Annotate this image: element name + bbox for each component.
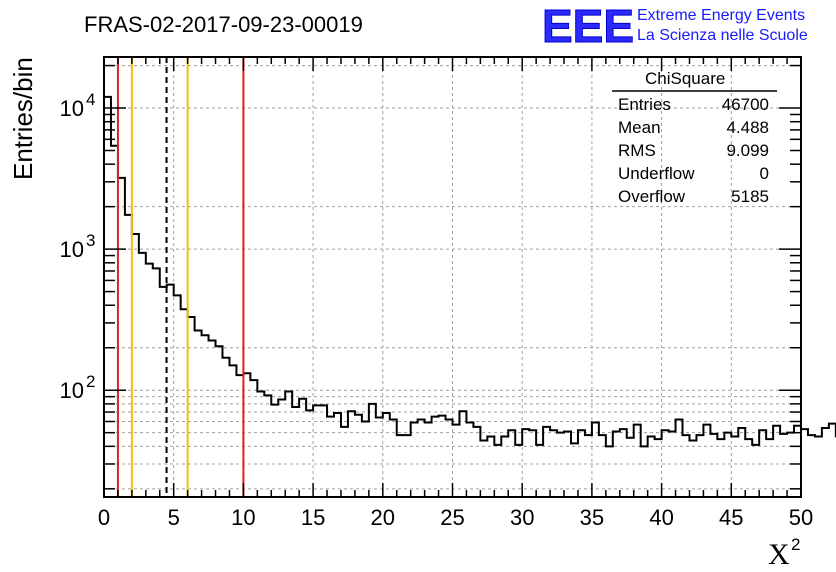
stats-box: ChiSquare Entries 46700 Mean 4.488 RMS 9.099 U…	[612, 69, 777, 206]
y-tick-label: 10	[60, 237, 84, 262]
brand-line-2: La Scienza nelle Scuole	[637, 27, 808, 44]
x-tick-label: 15	[301, 505, 325, 530]
stats-label: RMS	[618, 141, 656, 160]
stats-value: 9.099	[726, 141, 769, 160]
cut-lines	[116, 57, 245, 497]
stats-label: Overflow	[618, 187, 686, 206]
x-tick-label: 35	[580, 505, 604, 530]
x-tick-label: 40	[649, 505, 673, 530]
histogram-series	[104, 95, 836, 448]
brand-line-1: Extreme Energy Events	[637, 7, 805, 24]
stats-rows: Entries 46700 Mean 4.488 RMS 9.099 Underflow 0 O…	[618, 95, 769, 206]
y-tick-label-exponent: 4	[86, 90, 95, 109]
y-axis-title: Entries/bin	[8, 57, 38, 180]
x-tick-label: 20	[371, 505, 395, 530]
x-axis-title-superscript: 2	[791, 535, 800, 554]
grid-lines	[104, 57, 801, 497]
stats-value: 0	[760, 164, 769, 183]
x-tick-labels: 0 5 10 15 20 25 30 35 40 45 50	[98, 505, 813, 530]
x-tick-label: 0	[98, 505, 110, 530]
y-tick-label: 10	[60, 96, 84, 121]
x-tick-label: 10	[231, 505, 255, 530]
stats-value: 46700	[722, 95, 769, 114]
x-tick-label: 30	[510, 505, 534, 530]
y-tick-label-exponent: 3	[86, 231, 95, 250]
x-tick-label: 5	[168, 505, 180, 530]
y-tick-label-exponent: 2	[86, 372, 95, 391]
x-axis-title-base: X	[768, 538, 790, 571]
stats-label: Underflow	[618, 164, 695, 183]
stats-value: 4.488	[726, 118, 769, 137]
eee-logo: EEE	[542, 0, 634, 52]
x-tick-label: 25	[440, 505, 464, 530]
axis-ticks	[103, 57, 802, 497]
stats-value: 5185	[731, 187, 769, 206]
chart-title: FRAS-02-2017-09-23-00019	[84, 12, 363, 37]
stats-box-title: ChiSquare	[645, 69, 725, 88]
stats-label: Entries	[618, 95, 671, 114]
stats-label: Mean	[618, 118, 661, 137]
x-tick-label: 45	[719, 505, 743, 530]
x-tick-label: 50	[789, 505, 813, 530]
brand-block: EEE Extreme Energy Events La Scienza nel…	[542, 0, 808, 53]
y-tick-label: 10	[60, 378, 84, 403]
x-axis-title: X 2	[768, 535, 800, 571]
